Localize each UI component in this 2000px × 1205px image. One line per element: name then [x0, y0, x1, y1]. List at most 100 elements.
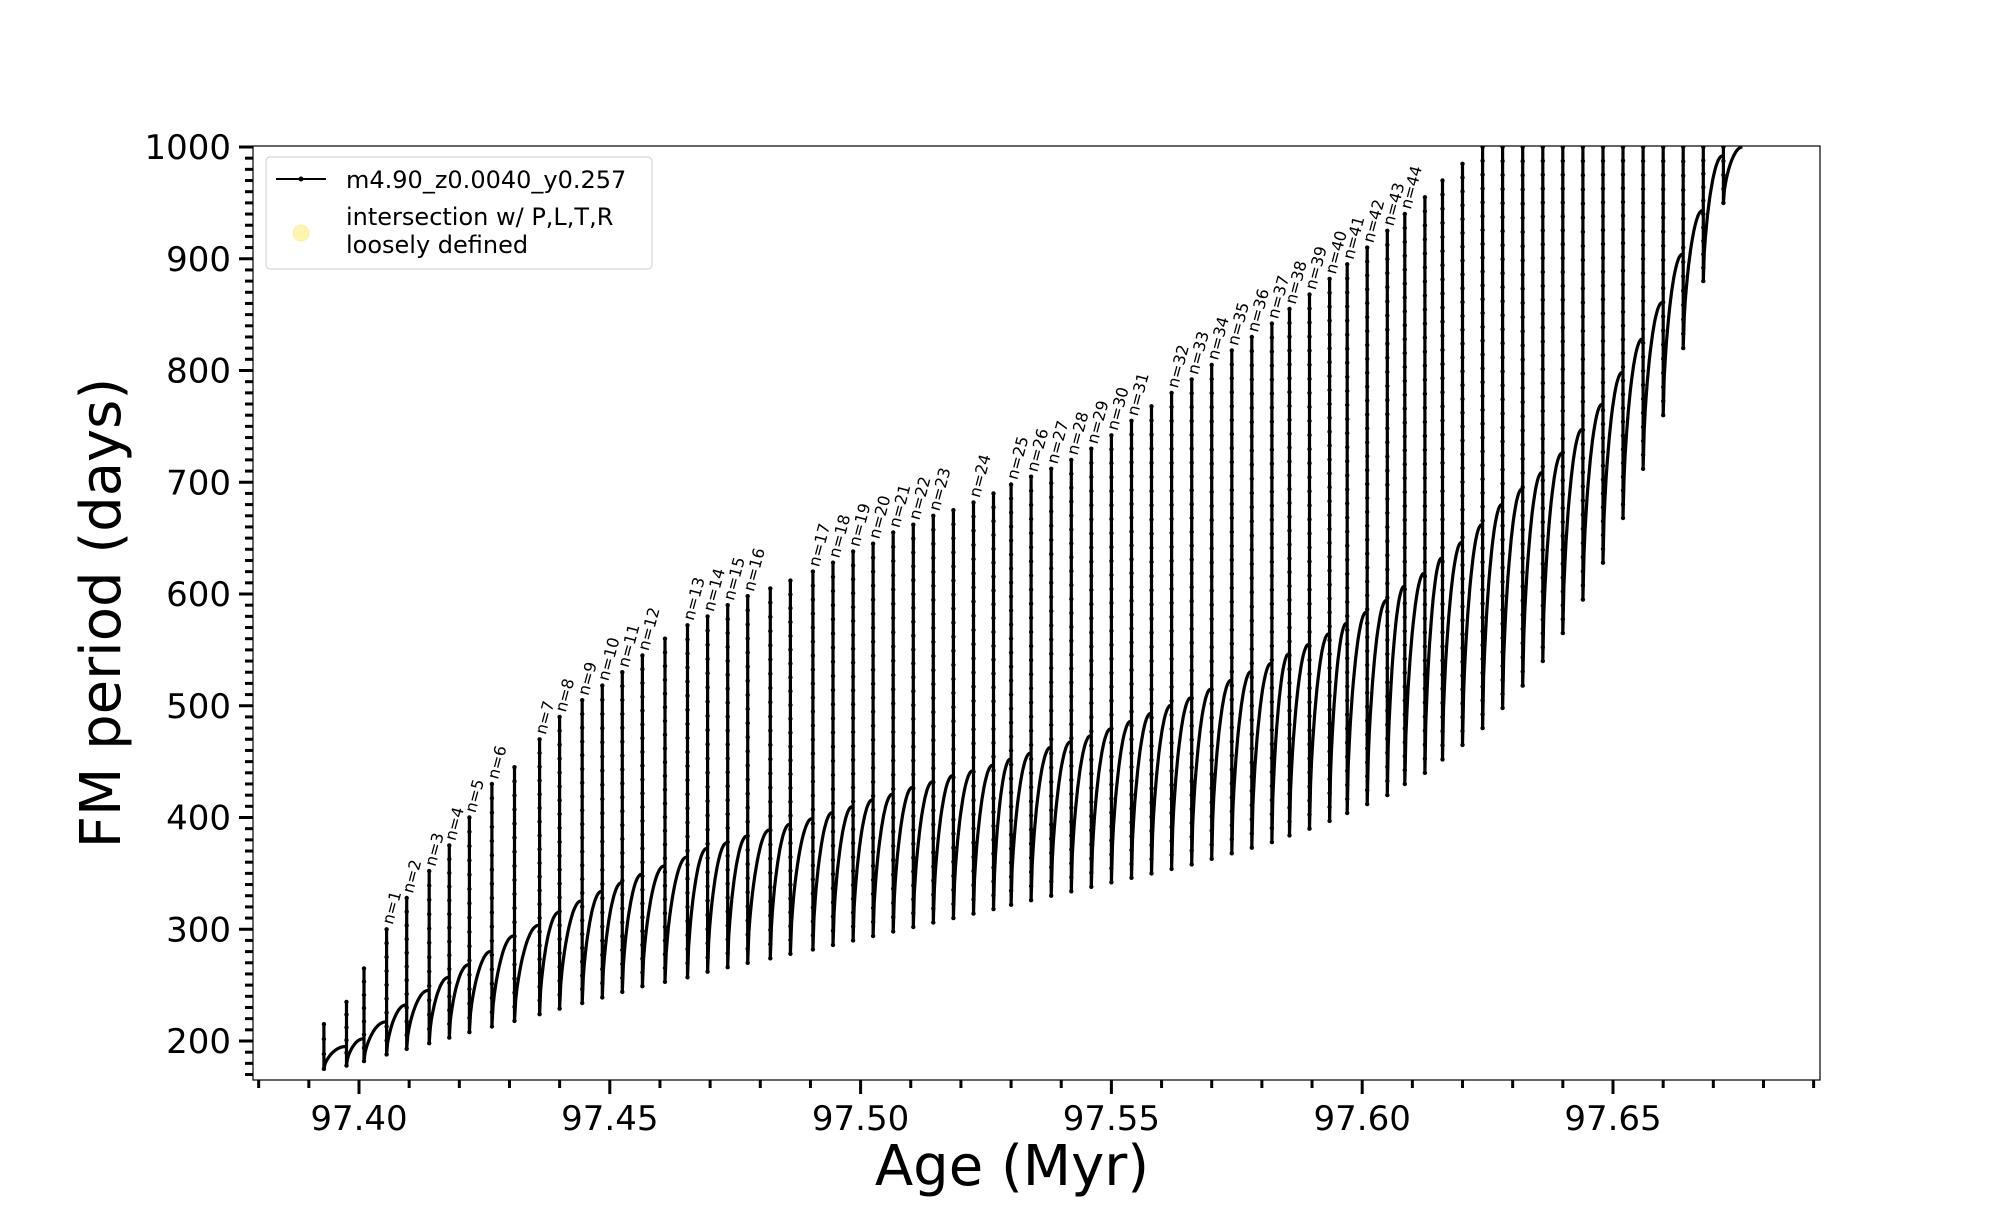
data-point	[1460, 742, 1465, 748]
data-point	[1307, 784, 1312, 789]
data-point	[870, 625, 876, 630]
data-point	[1440, 630, 1445, 635]
data-point	[768, 956, 773, 961]
data-point	[1580, 187, 1586, 192]
data-point	[1049, 623, 1054, 628]
data-point	[1089, 616, 1094, 621]
data-point	[1520, 499, 1525, 504]
data-point	[1500, 677, 1505, 683]
data-point	[971, 556, 976, 562]
data-point	[1249, 618, 1255, 623]
data-point	[1520, 485, 1525, 490]
data-point	[1327, 443, 1332, 448]
data-point	[788, 758, 793, 763]
data-point	[1480, 407, 1485, 413]
data-point	[1500, 383, 1505, 388]
pulse-cycle	[1501, 147, 1523, 710]
data-point	[1540, 325, 1546, 330]
cycle-label: n=44	[1396, 164, 1426, 211]
data-point	[788, 951, 793, 956]
pulse-cycle	[620, 672, 642, 994]
data-point	[620, 822, 625, 828]
data-point	[1209, 376, 1214, 382]
data-point	[1189, 418, 1194, 424]
data-point	[1460, 161, 1465, 166]
data-point	[662, 814, 668, 820]
legend-dot-swatch	[298, 176, 304, 182]
data-point	[1440, 573, 1445, 578]
data-point	[1129, 875, 1134, 880]
data-point	[1229, 753, 1235, 758]
pulse-cycle	[1621, 147, 1643, 520]
data-point	[1540, 631, 1546, 636]
data-point	[1249, 632, 1255, 638]
data-point	[620, 711, 625, 717]
data-point	[447, 857, 452, 862]
data-point	[1049, 466, 1054, 471]
data-point	[1440, 517, 1445, 522]
data-point	[1129, 584, 1134, 590]
data-point	[971, 500, 976, 505]
data-point	[1169, 460, 1174, 466]
data-point	[1480, 490, 1485, 496]
data-point	[1402, 740, 1408, 745]
data-point	[1209, 532, 1214, 537]
data-point	[427, 955, 432, 960]
pulse-cycle	[538, 739, 560, 1016]
data-point	[1701, 278, 1706, 284]
data-point	[1600, 352, 1606, 358]
data-point	[1600, 227, 1606, 233]
cycle-label: n=6	[483, 744, 510, 782]
data-point	[1129, 847, 1134, 853]
data-point	[447, 980, 452, 985]
data-point	[1269, 713, 1275, 719]
data-point	[1307, 671, 1312, 677]
data-point	[384, 982, 389, 988]
data-point	[1520, 146, 1525, 150]
data-point	[1327, 679, 1332, 685]
pulse-cycle	[1403, 214, 1425, 786]
pulse-cycle	[971, 502, 994, 916]
data-point	[1402, 559, 1408, 564]
data-point	[620, 906, 625, 911]
data-point	[1440, 319, 1445, 324]
data-point	[1249, 434, 1255, 439]
data-point	[1440, 248, 1445, 254]
data-point	[1540, 589, 1546, 594]
pulse-cycle	[1701, 147, 1723, 283]
data-point	[705, 770, 710, 775]
data-point	[1189, 599, 1194, 604]
data-point	[1249, 490, 1255, 496]
data-point	[1209, 856, 1214, 861]
data-point	[1661, 286, 1666, 291]
data-point	[1460, 438, 1465, 443]
data-point	[1229, 418, 1235, 423]
data-point	[830, 942, 836, 948]
data-point	[537, 819, 542, 824]
data-point	[1460, 576, 1465, 581]
data-point	[705, 756, 710, 761]
data-point	[850, 813, 856, 818]
data-point	[788, 716, 793, 721]
data-point	[1701, 171, 1706, 176]
data-point	[1600, 241, 1606, 247]
data-point	[1600, 366, 1606, 371]
data-point	[1580, 555, 1586, 560]
data-point	[1049, 537, 1054, 543]
data-point	[1049, 480, 1054, 486]
data-point	[1229, 725, 1235, 730]
data-point	[557, 964, 562, 970]
data-point	[512, 891, 517, 897]
data-point	[1028, 813, 1034, 818]
data-point	[1008, 706, 1014, 711]
data-point	[1249, 760, 1255, 765]
data-point	[850, 882, 856, 888]
data-point	[1440, 757, 1445, 762]
data-point	[512, 1018, 517, 1024]
data-point	[537, 860, 542, 866]
data-point	[810, 877, 816, 882]
y-tick-label: 200	[166, 1022, 231, 1062]
data-point	[1287, 639, 1292, 644]
data-point	[891, 672, 896, 678]
data-point	[1402, 656, 1408, 662]
